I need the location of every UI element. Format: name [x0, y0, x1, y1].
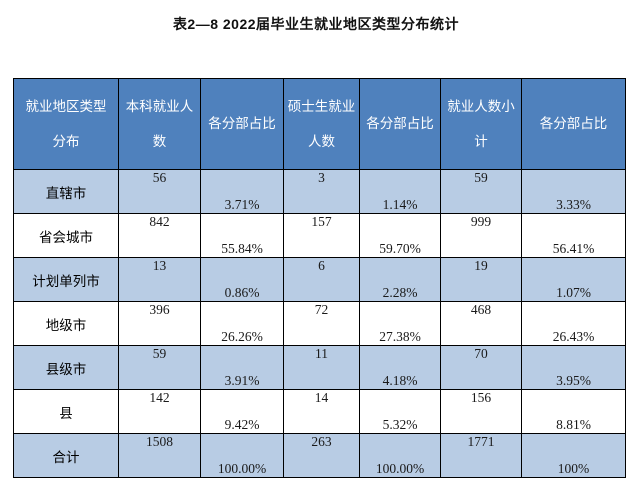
subtotal-pct-cell: 100% [521, 433, 626, 478]
table-row: 计划单列市 13 0.86% 6 2.28% 19 1.07% [13, 257, 626, 302]
master-pct-cell: 2.28% [359, 257, 441, 302]
master-count-cell: 6 [283, 257, 360, 302]
region-cell: 地级市 [13, 301, 119, 346]
subtotal-pct-cell: 1.07% [521, 257, 626, 302]
master-count-cell: 263 [283, 433, 360, 478]
subtotal-pct-cell: 26.43% [521, 301, 626, 346]
table-row-total: 合计 1508 100.00% 263 100.00% 1771 100% [13, 433, 626, 478]
col-header-subtotal-pct: 各分部占比 [521, 78, 626, 170]
subtotal-pct-cell: 8.81% [521, 389, 626, 434]
region-cell: 合计 [13, 433, 119, 478]
subtotal-pct-cell: 3.95% [521, 345, 626, 390]
master-count-cell: 11 [283, 345, 360, 390]
bachelor-pct-cell: 0.86% [200, 257, 284, 302]
table-title: 表2—8 2022届毕业生就业地区类型分布统计 [172, 16, 460, 32]
bachelor-count-cell: 1508 [118, 433, 201, 478]
region-cell: 计划单列市 [13, 257, 119, 302]
col-header-bachelor-pct: 各分部占比 [200, 78, 284, 170]
employment-region-distribution-table: 就业地区类型 分布 本科就业人 数 各分部占比 [13, 78, 626, 478]
bachelor-count-cell: 59 [118, 345, 201, 390]
subtotal-count-cell: 70 [440, 345, 522, 390]
subtotal-count-cell: 468 [440, 301, 522, 346]
header-cell-content: 各分部占比 [202, 80, 283, 169]
bachelor-pct-cell: 100.00% [200, 433, 284, 478]
bachelor-count-cell: 56 [118, 169, 201, 214]
bachelor-count-cell: 396 [118, 301, 201, 346]
subtotal-pct-cell: 56.41% [521, 213, 626, 258]
header-line: 计 [474, 133, 488, 149]
region-cell: 省会城市 [13, 213, 119, 258]
header-line: 各分部占比 [366, 116, 434, 132]
master-pct-cell: 59.70% [359, 213, 441, 258]
master-count-cell: 3 [283, 169, 360, 214]
col-header-bachelor-count: 本科就业人 数 [118, 78, 201, 170]
subtotal-count-cell: 19 [440, 257, 522, 302]
header-line: 各分部占比 [208, 116, 276, 132]
header-line: 人数 [308, 133, 335, 149]
bachelor-pct-cell: 3.91% [200, 345, 284, 390]
bachelor-pct-cell: 9.42% [200, 389, 284, 434]
header-cell-content: 硕士生就业 人数 [285, 80, 359, 169]
bachelor-count-cell: 142 [118, 389, 201, 434]
header-cell-content: 各分部占比 [361, 80, 440, 169]
header-line: 各分部占比 [539, 116, 608, 132]
table-row: 地级市 396 26.26% 72 27.38% 468 26.43% [13, 301, 626, 346]
header-cell-content: 就业人数小 计 [442, 80, 521, 169]
master-count-cell: 72 [283, 301, 360, 346]
master-count-cell: 157 [283, 213, 360, 258]
header-line: 就业人数小 [447, 99, 515, 114]
header-cell-content: 就业地区类型 分布 [15, 80, 118, 169]
master-count-cell: 14 [283, 389, 360, 434]
table-row: 省会城市 842 55.84% 157 59.70% 999 56.41% [13, 213, 626, 258]
subtotal-count-cell: 59 [440, 169, 522, 214]
master-pct-cell: 1.14% [359, 169, 441, 214]
col-header-master-pct: 各分部占比 [359, 78, 441, 170]
bachelor-pct-cell: 55.84% [200, 213, 284, 258]
subtotal-count-cell: 156 [440, 389, 522, 434]
header-line: 分布 [52, 133, 80, 149]
master-pct-cell: 4.18% [359, 345, 441, 390]
table-row: 直辖市 56 3.71% 3 1.14% 59 3.33% [13, 169, 626, 214]
col-header-region-type: 就业地区类型 分布 [13, 78, 119, 170]
master-pct-cell: 100.00% [359, 433, 441, 478]
region-cell: 县级市 [13, 345, 119, 390]
table-row: 县 142 9.42% 14 5.32% 156 8.81% [13, 389, 626, 434]
header-line: 本科就业人 [125, 99, 194, 114]
bachelor-count-cell: 842 [118, 213, 201, 258]
subtotal-count-cell: 999 [440, 213, 522, 258]
header-row: 就业地区类型 分布 本科就业人 数 各分部占比 [13, 78, 626, 170]
header-line: 数 [152, 133, 167, 149]
table-row: 县级市 59 3.91% 11 4.18% 70 3.95% [13, 345, 626, 390]
col-header-subtotal-count: 就业人数小 计 [440, 78, 522, 170]
bachelor-pct-cell: 3.71% [200, 169, 284, 214]
bachelor-count-cell: 13 [118, 257, 201, 302]
region-cell: 直辖市 [13, 169, 119, 214]
subtotal-pct-cell: 3.33% [521, 169, 626, 214]
master-pct-cell: 5.32% [359, 389, 441, 434]
header-line: 硕士生就业 [287, 99, 356, 114]
header-line: 就业地区类型 [25, 99, 107, 114]
col-header-master-count: 硕士生就业 人数 [283, 78, 360, 170]
bachelor-pct-cell: 26.26% [200, 301, 284, 346]
header-cell-content: 本科就业人 数 [120, 80, 200, 169]
master-pct-cell: 27.38% [359, 301, 441, 346]
region-cell: 县 [13, 389, 119, 434]
header-cell-content: 各分部占比 [523, 80, 625, 169]
subtotal-count-cell: 1771 [440, 433, 522, 478]
